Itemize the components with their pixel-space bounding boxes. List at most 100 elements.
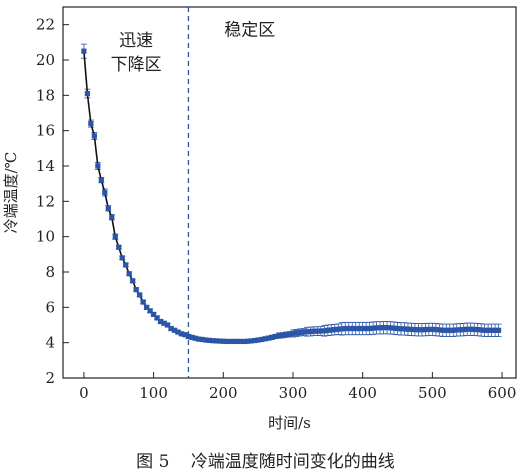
data-point (224, 338, 230, 345)
data-point (217, 338, 223, 344)
data-point (398, 326, 404, 332)
data-point (140, 299, 146, 305)
data-point (436, 327, 442, 333)
data-point (154, 315, 160, 321)
data-point (401, 326, 408, 332)
data-point (238, 338, 244, 345)
data-point (356, 325, 362, 332)
y-tick-label: 16 (36, 122, 55, 140)
data-point (290, 330, 296, 337)
x-tick-label: 300 (279, 384, 308, 402)
data-point (112, 234, 118, 240)
y-tick-label: 10 (36, 228, 55, 246)
data-point (346, 325, 352, 332)
y-tick-label: 8 (45, 263, 55, 281)
data-point (318, 328, 324, 334)
data-point (349, 325, 355, 332)
data-point (102, 189, 108, 196)
data-point (144, 304, 150, 310)
data-point (353, 325, 359, 332)
data-point (91, 133, 97, 139)
data-point (206, 337, 212, 343)
data-point (88, 121, 94, 127)
data-point (489, 327, 495, 333)
data-point (394, 325, 401, 332)
data-point (147, 308, 153, 314)
data-point (482, 327, 488, 333)
data-point (391, 325, 397, 331)
data-point (384, 325, 390, 331)
data-point (220, 338, 226, 344)
x-tick-label: 100 (139, 384, 168, 402)
data-point (408, 326, 415, 333)
data-point (342, 325, 348, 332)
data-point (123, 262, 129, 268)
data-point (137, 292, 143, 298)
data-point (328, 327, 334, 333)
data-point (126, 271, 132, 277)
data-point (440, 327, 446, 333)
figure-caption-text: 冷端温度随时间变化的曲线 (190, 452, 395, 472)
data-point (405, 326, 411, 332)
region-label: 下降区 (111, 55, 162, 75)
y-tick-label: 22 (36, 16, 55, 34)
data-point (116, 244, 122, 250)
data-point (387, 325, 394, 331)
y-tick-label: 18 (36, 86, 55, 104)
data-point (231, 338, 237, 345)
data-point (450, 327, 456, 333)
data-point (363, 325, 369, 332)
data-point (133, 287, 139, 293)
data-point (241, 338, 247, 345)
data-point (192, 335, 199, 341)
data-point (175, 329, 181, 335)
data-point (380, 325, 387, 331)
data-point (339, 326, 345, 332)
data-point (98, 177, 104, 183)
data-point (429, 326, 435, 333)
data-point (252, 337, 258, 344)
data-point (314, 328, 320, 334)
data-point (213, 338, 219, 344)
data-point (109, 214, 115, 220)
x-tick-label: 0 (79, 384, 89, 402)
data-point (426, 326, 432, 333)
data-point (151, 311, 157, 317)
data-point (492, 327, 498, 333)
figure-number: 图 5 (136, 452, 170, 472)
y-tick-label: 20 (36, 51, 55, 69)
data-point (332, 326, 338, 333)
chart: 0 100 200 300 400 500 600 2 4 6 8 10 12 14 16 18 20 22 迅速下… (2, 6, 517, 432)
data-point (300, 329, 307, 335)
data-point (168, 325, 174, 332)
data-point (311, 328, 317, 334)
data-point (325, 327, 331, 333)
data-point (164, 322, 171, 328)
data-point (485, 327, 491, 333)
data-point (478, 327, 484, 333)
y-axis-title: 冷端温度/℃ (2, 152, 20, 234)
data-point (119, 255, 125, 261)
data-point (335, 326, 341, 332)
data-point (272, 333, 279, 340)
data-point (471, 326, 477, 333)
data-point (234, 338, 240, 345)
x-tick-label: 400 (348, 384, 377, 402)
data-point (178, 331, 185, 337)
y-tick-label: 14 (36, 157, 55, 175)
data-point (367, 325, 373, 332)
data-point (279, 332, 286, 338)
data-point (245, 338, 251, 344)
y-tick-label: 6 (45, 298, 55, 316)
y-tick-label: 12 (36, 192, 55, 210)
x-tick-label: 200 (209, 384, 238, 402)
data-point (189, 334, 195, 340)
data-point (321, 328, 327, 334)
data-point (412, 326, 418, 333)
data-point (259, 336, 265, 343)
data-point (419, 327, 425, 333)
series-line (83, 51, 499, 343)
data-point (370, 325, 376, 331)
data-point (307, 328, 314, 335)
data-point (227, 338, 233, 345)
